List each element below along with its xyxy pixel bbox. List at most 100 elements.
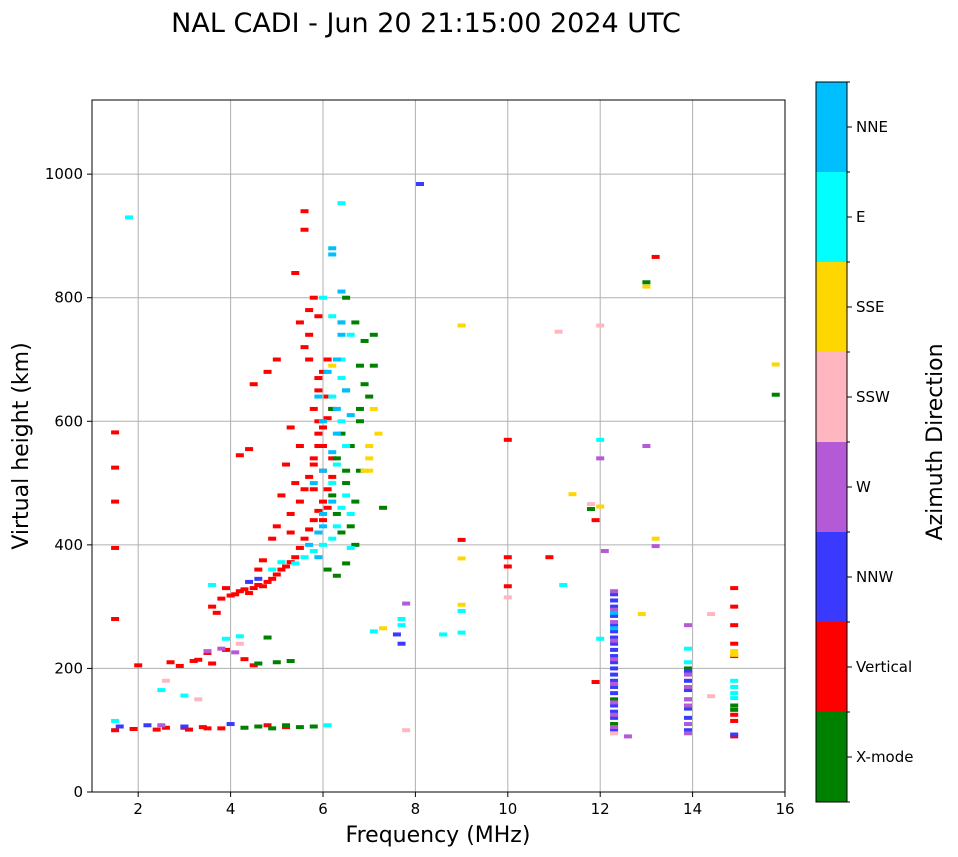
data-point: [346, 332, 355, 337]
data-point: [610, 613, 619, 618]
data-point: [342, 444, 351, 448]
data-point: [263, 723, 272, 728]
data-point: [111, 728, 120, 733]
data-point: [134, 663, 143, 668]
data-point: [610, 641, 619, 646]
data-point: [346, 545, 355, 550]
data-point: [730, 703, 739, 708]
data-point: [730, 623, 739, 628]
data-point: [305, 474, 314, 479]
data-point: [610, 709, 619, 714]
y-axis-label: Virtual height (km): [9, 342, 34, 549]
data-point: [332, 456, 341, 461]
data-point: [328, 450, 337, 455]
data-point: [295, 444, 304, 448]
data-point: [268, 576, 277, 581]
data-point: [610, 666, 619, 671]
data-point: [642, 280, 651, 285]
data-point: [180, 693, 189, 698]
data-point: [221, 636, 230, 641]
data-point: [610, 620, 619, 625]
data-point: [683, 669, 692, 674]
data-point: [309, 481, 318, 486]
data-point: [300, 536, 309, 541]
data-point: [332, 431, 341, 436]
data-point: [319, 369, 327, 374]
data-point: [300, 209, 309, 214]
data-point: [610, 598, 619, 603]
data-point: [249, 663, 258, 668]
data-point: [730, 691, 739, 696]
data-point: [365, 394, 374, 399]
data-point: [402, 728, 411, 733]
data-point: [503, 584, 512, 589]
data-point: [282, 462, 291, 467]
colorbar-label: X-mode: [856, 748, 913, 766]
data-point: [337, 376, 346, 381]
data-point: [374, 431, 383, 436]
data-point: [610, 700, 619, 705]
data-point: [591, 680, 600, 685]
data-point: [309, 456, 318, 461]
data-point: [314, 419, 323, 424]
data-point: [707, 694, 716, 699]
data-point: [610, 728, 619, 733]
data-point: [319, 542, 327, 547]
data-point: [323, 487, 332, 492]
y-tick-label: 800: [54, 289, 83, 307]
data-point: [309, 518, 318, 523]
data-point: [319, 295, 327, 300]
data-point: [610, 703, 619, 708]
x-tick-label: 4: [226, 800, 236, 818]
data-point: [323, 505, 332, 510]
data-point: [314, 376, 323, 381]
data-point: [355, 363, 364, 368]
data-point: [337, 530, 346, 535]
data-point: [258, 558, 267, 563]
data-point: [203, 649, 212, 654]
data-point: [610, 691, 619, 696]
data-point: [596, 636, 605, 641]
series-ssw: [161, 323, 716, 736]
data-point: [730, 712, 739, 717]
y-axis: 0 200 400 600 800 1000: [45, 165, 92, 801]
data-point: [337, 505, 346, 510]
data-point: [314, 314, 323, 319]
data-point: [249, 586, 258, 591]
data-point: [254, 567, 263, 572]
data-point: [124, 215, 133, 220]
data-point: [610, 731, 619, 736]
data-point: [194, 657, 203, 662]
data-point: [683, 623, 692, 628]
data-point: [249, 382, 258, 387]
data-point: [180, 724, 189, 729]
series-w: [157, 444, 692, 739]
data-point: [111, 430, 120, 435]
data-point: [198, 725, 207, 730]
colorbar-segment: [816, 622, 847, 712]
data-point: [254, 576, 263, 581]
data-point: [314, 394, 323, 399]
data-point: [351, 499, 360, 504]
data-point: [360, 382, 369, 387]
data-point: [152, 727, 161, 732]
data-point: [245, 579, 254, 584]
data-point: [309, 406, 318, 411]
data-point: [610, 635, 619, 640]
colorbar-label: NNE: [856, 118, 888, 136]
data-point: [328, 456, 337, 461]
data-point: [323, 416, 332, 421]
colorbar-label: SSW: [856, 388, 890, 406]
data-point: [332, 524, 341, 529]
data-point: [221, 647, 230, 652]
data-point: [651, 254, 660, 259]
data-point: [221, 586, 230, 591]
data-point: [143, 723, 152, 728]
data-point: [309, 487, 318, 492]
data-point: [332, 406, 341, 411]
colorbar-segment: [816, 712, 847, 802]
data-point: [730, 707, 739, 712]
data-point: [771, 392, 780, 397]
data-point: [277, 560, 286, 565]
y-tick-label: 600: [54, 412, 83, 430]
